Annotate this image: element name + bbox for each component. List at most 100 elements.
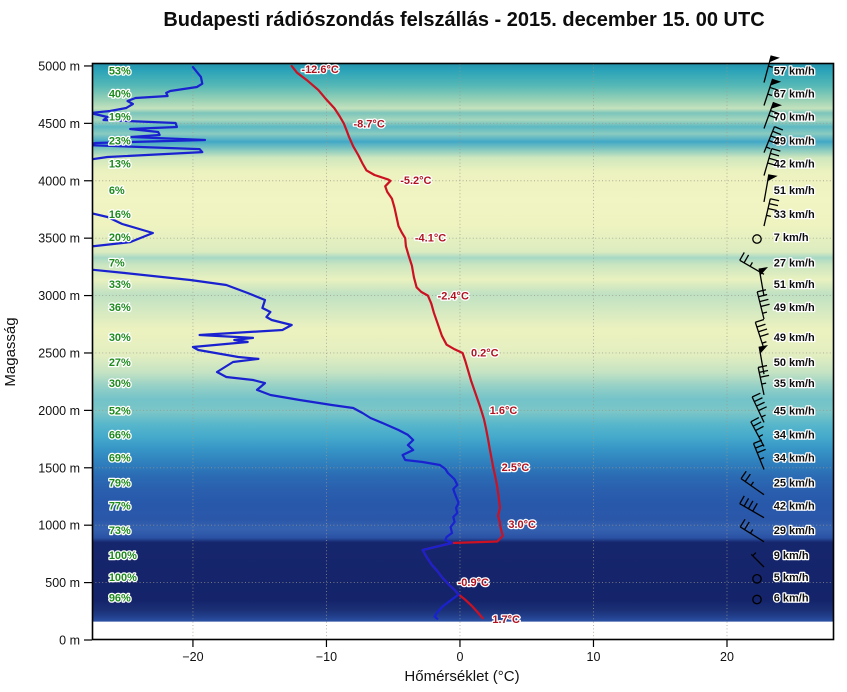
x-tick-label: 20 xyxy=(720,650,734,664)
barb-feather xyxy=(760,303,770,308)
barb-feather xyxy=(758,364,768,369)
wind-barb-icon xyxy=(757,364,770,395)
dewpoint-line xyxy=(92,65,207,161)
barb-pennant xyxy=(759,267,768,276)
barb-staff xyxy=(740,478,765,496)
wind-barb-icon xyxy=(740,470,765,496)
humidity-label: 100% xyxy=(109,550,137,562)
wind-speed-label: 25 km/h xyxy=(774,478,815,490)
humidity-label: 30% xyxy=(109,378,131,390)
temperature-point-label: -0.9°C xyxy=(458,577,489,589)
y-tick-label: 3500 m xyxy=(38,232,80,246)
barb-staff xyxy=(758,268,765,297)
barb-feather xyxy=(755,425,764,432)
wind-speed-label: 51 km/h xyxy=(774,185,815,197)
wind-speed-label: 51 km/h xyxy=(774,279,815,291)
wind-speed-label: 6 km/h xyxy=(774,593,809,605)
wind-barb-icon xyxy=(739,518,765,543)
wind-barb-icon xyxy=(758,345,768,375)
wind-speed-label: 34 km/h xyxy=(774,429,815,441)
barb-half-feather xyxy=(767,93,773,97)
humidity-label: 73% xyxy=(109,525,131,537)
barb-half-feather xyxy=(766,146,771,150)
barb-feather xyxy=(768,114,778,120)
barb-feather xyxy=(739,518,746,528)
humidity-label: 66% xyxy=(109,429,131,441)
wind-speed-label: 27 km/h xyxy=(774,257,815,269)
temperature-point-labels: -12.6°C -8.7°C -5.2°C -4.1°C -2.4°C 0.2°C 1.6°… xyxy=(300,63,537,628)
x-tick-label: −10 xyxy=(316,650,337,664)
wind-barb-icon xyxy=(752,574,762,584)
barb-feather xyxy=(774,126,784,131)
wind-barb-icon xyxy=(752,439,766,470)
barb-pennant xyxy=(759,345,768,354)
barb-feather xyxy=(759,333,769,338)
barb-feather xyxy=(771,147,781,152)
x-tick-label: 10 xyxy=(587,650,601,664)
heatmap-rect xyxy=(93,64,833,622)
barb-half-feather xyxy=(768,65,773,68)
wind-barb-icon xyxy=(751,392,767,423)
humidity-label: 69% xyxy=(109,452,131,464)
barb-feather xyxy=(756,401,765,407)
temperature-point-label: -8.7°C xyxy=(353,118,384,130)
humidity-label: 27% xyxy=(109,357,131,369)
barb-staff xyxy=(750,553,765,568)
temperature-point-label: -4.1°C xyxy=(415,233,446,245)
barb-feather xyxy=(743,254,750,264)
barb-feather xyxy=(759,298,769,303)
x-tick-label: −20 xyxy=(182,650,203,664)
wind-speed-label: 45 km/h xyxy=(774,405,815,417)
wind-barb-icon xyxy=(750,416,765,447)
wind-barbs xyxy=(739,55,784,605)
barb-feather xyxy=(770,198,780,202)
humidity-label: 36% xyxy=(109,302,131,314)
humidity-label: 53% xyxy=(109,66,131,78)
wind-speed-label: 42 km/h xyxy=(774,159,815,171)
wind-speed-label: 33 km/h xyxy=(774,209,815,221)
chart-title: Budapesti rádiószondás felszállás - 2015… xyxy=(163,9,764,31)
y-tick-label: 1000 m xyxy=(38,519,80,533)
barb-half-feather xyxy=(761,414,766,418)
wind-speed-label: 49 km/h xyxy=(774,136,815,148)
barb-feather xyxy=(757,289,767,293)
humidity-label: 96% xyxy=(109,593,131,605)
humidity-label: 30% xyxy=(109,332,131,344)
barb-feather xyxy=(768,139,778,145)
temperature-point-label: -12.6°C xyxy=(301,64,338,76)
wind-speed-label: 49 km/h xyxy=(774,302,815,314)
wind-barb-icon xyxy=(763,198,780,227)
barb-feather xyxy=(743,521,750,530)
humidity-label: 23% xyxy=(109,136,131,148)
barb-feather xyxy=(770,152,780,157)
y-tick-label: 500 m xyxy=(45,576,80,590)
humidity-label: 77% xyxy=(109,501,131,513)
barb-feather xyxy=(770,110,780,115)
barb-feather xyxy=(760,374,770,378)
wind-speed-label: 67 km/h xyxy=(774,89,815,101)
humidity-label: 19% xyxy=(109,111,131,123)
barb-staff xyxy=(752,443,765,470)
level-annotations: 53% 57 km/h 40% 67 km/h 19% 70 km/h 23% 49 km/h… xyxy=(108,64,817,606)
barb-feather xyxy=(767,207,777,212)
wind-barb-icon xyxy=(758,267,768,297)
temperature-point-label: -5.2°C xyxy=(400,175,431,187)
temperature-point-label: -2.4°C xyxy=(438,291,469,303)
barb-feather xyxy=(769,203,779,207)
barb-feather xyxy=(756,323,766,328)
barb-pennant xyxy=(769,55,780,63)
barb-feather xyxy=(767,162,777,167)
barb-half-feather xyxy=(749,529,754,534)
y-tick-label: 2000 m xyxy=(38,404,80,418)
temperature-line xyxy=(290,64,504,620)
barb-half-feather xyxy=(758,434,764,438)
barb-feather xyxy=(755,444,764,449)
barb-half-feather xyxy=(752,552,757,557)
y-tick-label: 1500 m xyxy=(38,461,80,475)
barb-staff xyxy=(758,346,765,375)
barb-feather xyxy=(740,470,747,480)
humidity-label: 40% xyxy=(109,89,131,101)
barb-feather xyxy=(759,369,769,373)
x-axis-label: Hőmérséklet (°C) xyxy=(404,668,519,685)
